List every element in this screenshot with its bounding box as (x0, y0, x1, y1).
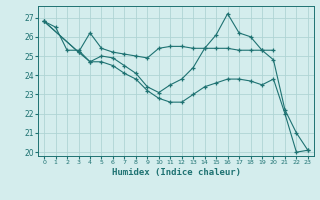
X-axis label: Humidex (Indice chaleur): Humidex (Indice chaleur) (111, 168, 241, 177)
